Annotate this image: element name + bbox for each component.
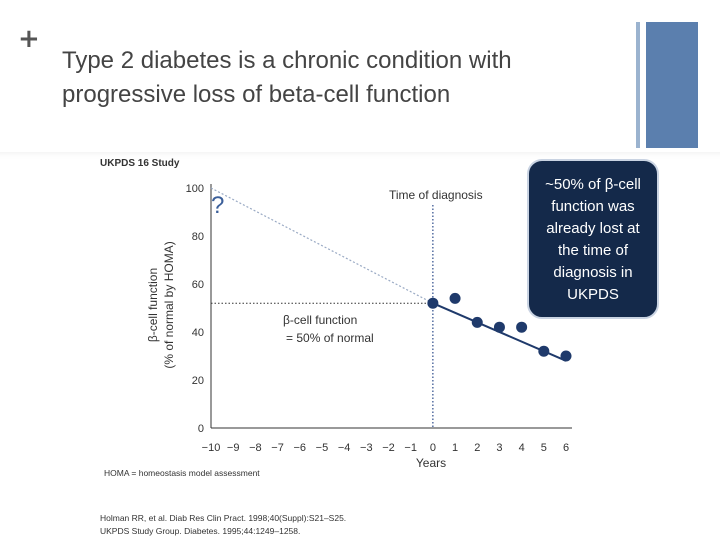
series-lines	[210, 187, 567, 362]
callout-line: UKPDS	[567, 286, 619, 303]
y-tick-label: 40	[192, 327, 204, 339]
y-tick-label: 80	[192, 231, 204, 243]
homa-footnote: HOMA = homeostasis model assessment	[104, 468, 260, 478]
callout-line: already lost at	[546, 220, 640, 237]
x-tick-label: 3	[496, 442, 502, 454]
x-tick-label: −2	[382, 442, 395, 454]
y-axis-title-line1: β-cell function	[146, 268, 160, 342]
callout-line: diagnosis in	[553, 264, 632, 281]
x-tick-label: −6	[293, 442, 306, 454]
y-axis-title-line2: (% of normal by HOMA)	[162, 241, 176, 368]
y-tick-label: 100	[186, 183, 204, 195]
x-tick-label: −5	[316, 442, 329, 454]
y-tick-labels: 0 20 40 60 80 100	[186, 183, 204, 435]
callout-box	[527, 159, 659, 319]
x-axis-title: Years	[416, 456, 446, 470]
accent-bar-thin	[636, 22, 640, 148]
time-of-diagnosis-label: Time of diagnosis	[389, 188, 483, 202]
data-point	[449, 292, 461, 304]
beta-cell-annotation-line1: β-cell function	[283, 313, 357, 327]
y-tick-label: 0	[198, 423, 204, 435]
plus-symbol: +	[18, 24, 40, 54]
slide-title-line2: progressive loss of beta-cell function	[62, 81, 451, 108]
x-tick-label: −7	[271, 442, 284, 454]
x-tick-label: 6	[563, 442, 569, 454]
extrapolated-line	[210, 187, 434, 304]
guide-lines	[211, 205, 434, 428]
x-tick-label: −4	[338, 442, 351, 454]
data-point	[493, 321, 505, 333]
x-tick-label: 1	[452, 442, 458, 454]
x-tick-labels: −10 −9 −8 −7 −6 −5 −4 −3 −2 −1 0 1 2 3 4 5 6	[202, 442, 569, 454]
x-tick-label: −9	[227, 442, 240, 454]
slide-title-line1: Type 2 diabetes is a chronic condition w…	[62, 47, 512, 74]
beta-cell-annotation-line2: = 50% of normal	[286, 331, 374, 345]
callout-line: the time of	[558, 242, 629, 259]
x-tick-label: 5	[541, 442, 547, 454]
callout-text: ~50% of β-cell function was already lost a…	[545, 176, 641, 303]
data-point	[471, 316, 483, 328]
data-points	[427, 292, 572, 362]
y-tick-label: 60	[192, 279, 204, 291]
accent-bar-thick	[646, 22, 698, 148]
slide-title: Type 2 diabetes is a chronic condition w…	[62, 44, 622, 112]
x-tick-label: −3	[360, 442, 373, 454]
study-label: UKPDS 16 Study	[100, 158, 180, 169]
data-point	[516, 321, 528, 333]
data-point	[427, 297, 439, 309]
callout-line: ~50% of β-cell	[545, 176, 641, 193]
question-mark: ?	[211, 192, 224, 219]
callout-line: function was	[551, 198, 634, 215]
reference-2: UKPDS Study Group. Diabetes. 1995;44:124…	[100, 526, 300, 536]
x-tick-label: 4	[519, 442, 525, 454]
reference-1: Holman RR, et al. Diab Res Clin Pract. 1…	[100, 513, 346, 523]
y-tick-label: 20	[192, 375, 204, 387]
x-tick-label: 0	[430, 442, 436, 454]
x-tick-label: −10	[202, 442, 221, 454]
x-tick-label: −8	[249, 442, 262, 454]
data-point	[560, 350, 572, 362]
chart-axes	[210, 184, 572, 429]
data-point	[538, 345, 550, 357]
x-tick-label: 2	[474, 442, 480, 454]
x-tick-label: −1	[404, 442, 417, 454]
